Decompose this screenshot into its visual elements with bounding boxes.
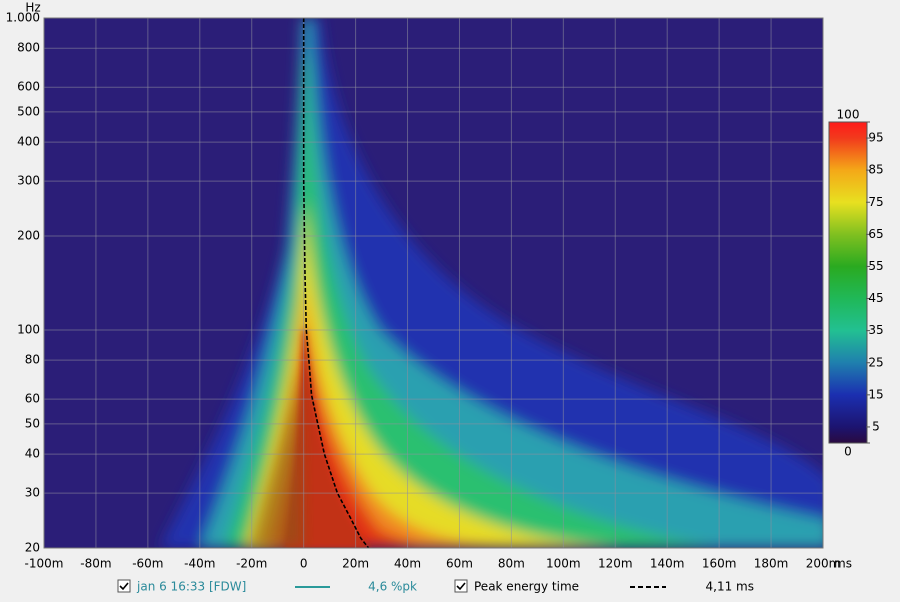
x-tick-label: -60m xyxy=(132,557,163,571)
heatmap xyxy=(44,18,823,548)
colorbar xyxy=(828,121,868,444)
colorbar-tick-label: 95 xyxy=(868,131,883,145)
legend-readout: 4,11 ms xyxy=(706,580,754,594)
colorbar-tick-label: 25 xyxy=(868,355,883,369)
y-tick-label: 60 xyxy=(25,392,40,406)
x-tick-label: 100m xyxy=(546,557,581,571)
y-axis-label: Hz xyxy=(25,1,40,15)
x-tick-label: 140m xyxy=(650,557,685,571)
x-tick-label: 80m xyxy=(498,557,525,571)
y-tick-label: 80 xyxy=(25,353,40,367)
x-tick-label: 0 xyxy=(300,557,308,571)
x-tick-label: -100m xyxy=(25,557,64,571)
colorbar-tick-label: 0 xyxy=(844,445,852,459)
colorbar-tick-label: 85 xyxy=(868,163,883,177)
y-tick-label: 50 xyxy=(25,416,40,430)
y-tick-label: 800 xyxy=(17,41,40,55)
y-tick-label: 600 xyxy=(17,80,40,94)
y-tick-label: 40 xyxy=(25,447,40,461)
peak-energy-line xyxy=(302,18,370,549)
colorbar-tick-label: 5 xyxy=(872,419,880,433)
colorbar-tick-label: 75 xyxy=(868,195,883,209)
y-tick-label: 200 xyxy=(17,229,40,243)
y-tick-label: 500 xyxy=(17,104,40,118)
y-tick-label: 400 xyxy=(17,135,40,149)
x-tick-label: -40m xyxy=(184,557,215,571)
colorbar-tick-label: 15 xyxy=(868,387,883,401)
legend-readout: 4,6 %pk xyxy=(368,580,417,594)
x-axis-unit: ms xyxy=(834,557,852,571)
x-tick-label: 200m xyxy=(806,557,841,571)
colorbar-tick-label: 55 xyxy=(868,259,883,273)
colorbar-tick-label: 35 xyxy=(868,323,883,337)
checkbox[interactable] xyxy=(454,579,468,593)
x-tick-label: 60m xyxy=(446,557,473,571)
x-tick-label: 20m xyxy=(342,557,369,571)
legend-label: Peak energy time xyxy=(474,580,579,594)
y-tick-label: 300 xyxy=(17,174,40,188)
colorbar-tick-label: 100 xyxy=(837,108,860,122)
y-tick-label: 100 xyxy=(17,322,40,336)
colorbar-tick-label: 65 xyxy=(868,227,883,241)
grid xyxy=(43,17,824,549)
check-mark xyxy=(119,582,129,591)
marks xyxy=(302,18,370,549)
y-tick-label: 30 xyxy=(25,486,40,500)
x-tick-label: -80m xyxy=(80,557,111,571)
x-tick-label: 160m xyxy=(702,557,737,571)
colorbar-tick-label: 45 xyxy=(868,291,883,305)
x-tick-label: 120m xyxy=(598,557,633,571)
x-tick-label: 180m xyxy=(754,557,789,571)
y-tick-label: 20 xyxy=(25,541,40,555)
plot-frame xyxy=(43,17,824,549)
checkbox[interactable] xyxy=(117,579,131,593)
check-mark xyxy=(456,582,466,591)
x-tick-label: 40m xyxy=(394,557,421,571)
legend-label: jan 6 16:33 [FDW] xyxy=(136,580,246,594)
x-tick-label: -20m xyxy=(236,557,267,571)
y-tick-label: 1.000 xyxy=(6,11,40,25)
